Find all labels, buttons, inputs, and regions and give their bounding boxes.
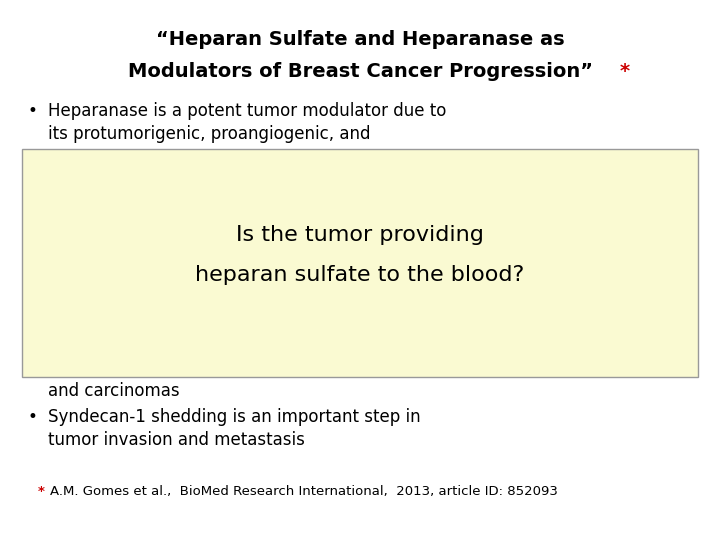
Text: heparan sulfate to the blood?: heparan sulfate to the blood? [195,265,525,285]
Text: Modulators of Breast Cancer Progression”: Modulators of Breast Cancer Progression” [127,62,593,81]
Text: its protumorigenic, proangiogenic, and: its protumorigenic, proangiogenic, and [48,125,371,143]
Text: tumor invasion and metastasis: tumor invasion and metastasis [48,431,305,449]
Text: *: * [38,485,45,498]
FancyBboxPatch shape [22,149,698,377]
Text: •: • [28,102,38,120]
Text: Is the tumor providing: Is the tumor providing [236,225,484,245]
Text: and carcinomas: and carcinomas [48,382,179,400]
Text: Heparanase is a potent tumor modulator due to: Heparanase is a potent tumor modulator d… [48,102,446,120]
Text: A.M. Gomes et al.,  BioMed Research International,  2013, article ID: 852093: A.M. Gomes et al., BioMed Research Inter… [50,485,558,498]
Text: *: * [620,62,630,81]
Text: Syndecan-1 shedding is an important step in: Syndecan-1 shedding is an important step… [48,408,420,426]
Text: •: • [28,408,38,426]
Text: “Heparan Sulfate and Heparanase as: “Heparan Sulfate and Heparanase as [156,30,564,49]
